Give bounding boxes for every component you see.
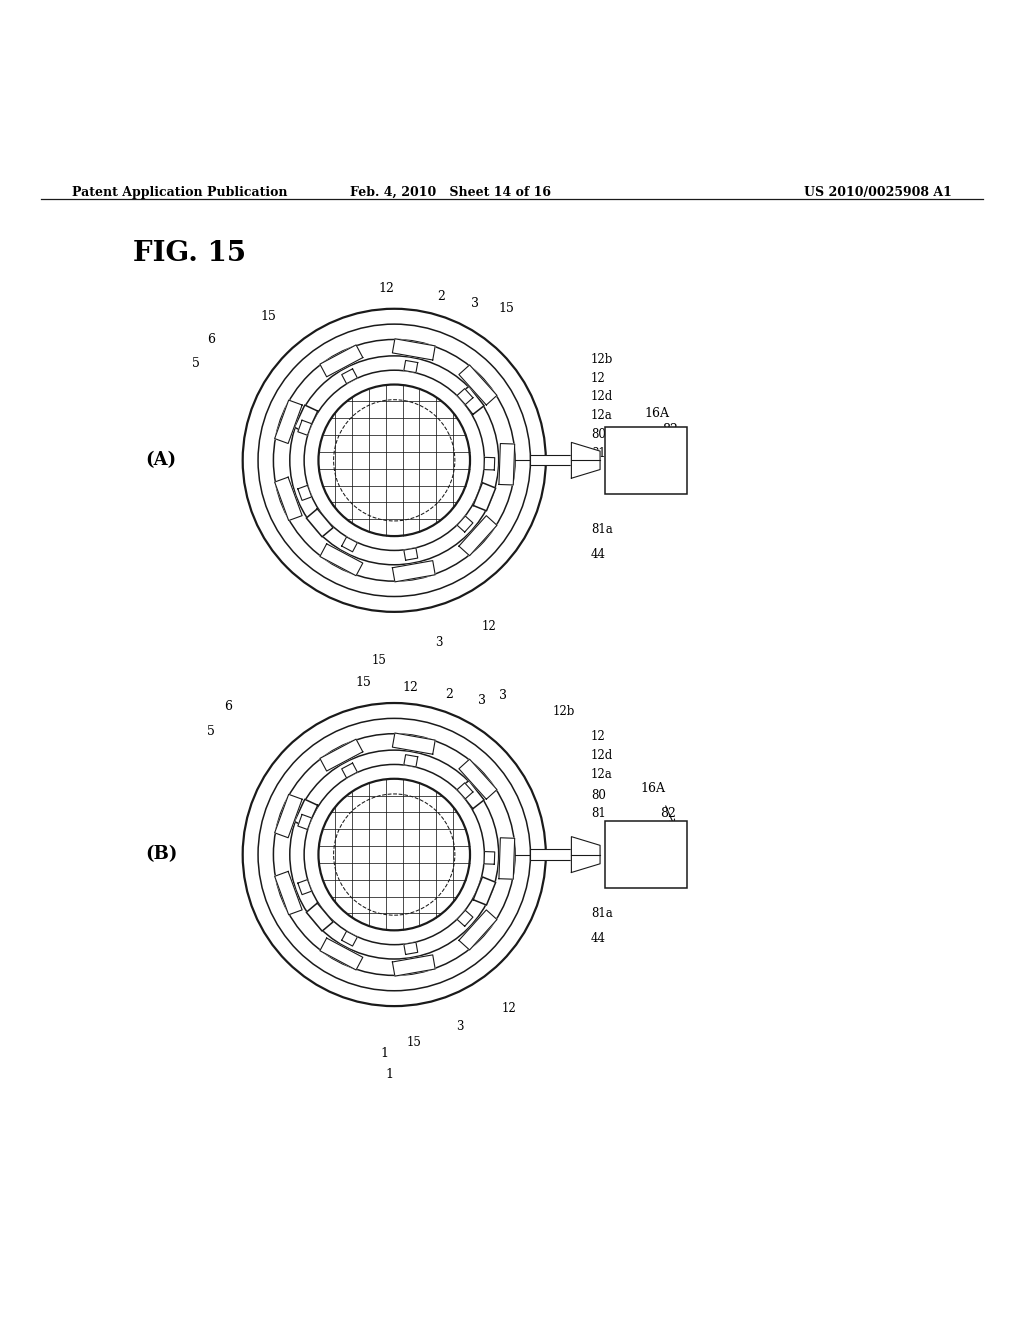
Text: 1: 1 — [380, 1047, 388, 1060]
Polygon shape — [499, 838, 515, 879]
Text: Feb. 4, 2010   Sheet 14 of 16: Feb. 4, 2010 Sheet 14 of 16 — [350, 186, 551, 199]
Bar — [530, 850, 571, 859]
Polygon shape — [342, 931, 357, 946]
Text: 6: 6 — [224, 700, 232, 713]
Polygon shape — [473, 876, 496, 906]
Polygon shape — [459, 516, 497, 556]
Text: 5: 5 — [207, 725, 215, 738]
Text: 5: 5 — [191, 356, 200, 370]
Polygon shape — [458, 780, 484, 809]
Polygon shape — [473, 483, 496, 511]
Polygon shape — [457, 516, 473, 532]
Polygon shape — [319, 739, 362, 771]
Bar — [605, 428, 687, 494]
Text: 12a: 12a — [591, 768, 612, 781]
Text: 15: 15 — [372, 653, 386, 667]
Polygon shape — [274, 795, 302, 838]
Text: 12: 12 — [502, 1002, 516, 1015]
Text: 12: 12 — [378, 281, 394, 294]
Text: 3: 3 — [435, 636, 442, 649]
Polygon shape — [457, 783, 473, 799]
Text: 15: 15 — [407, 1036, 422, 1049]
Text: 12d: 12d — [591, 391, 613, 404]
Text: 81a: 81a — [591, 907, 612, 920]
Polygon shape — [403, 755, 418, 767]
Text: 12b: 12b — [553, 705, 575, 718]
Polygon shape — [458, 387, 484, 414]
Polygon shape — [571, 442, 600, 478]
Polygon shape — [274, 400, 302, 444]
Text: 1: 1 — [385, 1068, 393, 1081]
Bar — [530, 455, 571, 466]
Polygon shape — [484, 457, 495, 470]
Text: 80: 80 — [591, 428, 606, 441]
Polygon shape — [392, 733, 435, 754]
Polygon shape — [403, 360, 418, 372]
Text: 15: 15 — [355, 676, 372, 689]
Text: 12: 12 — [402, 681, 419, 694]
Polygon shape — [298, 814, 311, 829]
Text: 81: 81 — [591, 807, 605, 820]
Polygon shape — [319, 345, 362, 376]
Polygon shape — [298, 879, 311, 895]
Text: 15: 15 — [499, 302, 515, 315]
Text: 2: 2 — [445, 688, 454, 701]
Text: US 2010/0025908 A1: US 2010/0025908 A1 — [805, 186, 952, 199]
Polygon shape — [319, 939, 362, 970]
Polygon shape — [459, 759, 497, 799]
Text: 12a: 12a — [591, 409, 612, 422]
Text: 2: 2 — [437, 290, 445, 304]
Polygon shape — [392, 954, 435, 975]
Polygon shape — [457, 911, 473, 927]
Text: (B): (B) — [145, 846, 178, 863]
Polygon shape — [392, 339, 435, 360]
Text: 15: 15 — [260, 310, 276, 323]
Polygon shape — [306, 903, 333, 931]
Polygon shape — [298, 486, 311, 500]
Polygon shape — [294, 405, 317, 433]
Text: 12: 12 — [481, 619, 496, 632]
Text: 3: 3 — [478, 694, 486, 708]
Polygon shape — [306, 508, 333, 537]
Text: 6: 6 — [207, 333, 215, 346]
Polygon shape — [403, 548, 418, 560]
Polygon shape — [342, 763, 357, 777]
Text: 12d: 12d — [591, 748, 613, 762]
Polygon shape — [342, 537, 357, 552]
Polygon shape — [403, 942, 418, 954]
Text: (A): (A) — [145, 451, 176, 470]
Text: 81a: 81a — [591, 524, 612, 536]
Polygon shape — [484, 851, 495, 865]
Polygon shape — [571, 837, 600, 873]
Text: 82: 82 — [663, 424, 679, 436]
Text: 3: 3 — [499, 689, 507, 702]
Polygon shape — [274, 871, 302, 915]
Text: 81: 81 — [591, 446, 605, 459]
Polygon shape — [459, 364, 497, 405]
Polygon shape — [459, 909, 497, 950]
Bar — [605, 821, 687, 888]
Text: 16A: 16A — [644, 407, 669, 420]
Text: 12b: 12b — [591, 354, 613, 367]
Text: 12: 12 — [591, 372, 605, 385]
Text: 3: 3 — [456, 1020, 463, 1034]
Polygon shape — [342, 368, 357, 384]
Text: 82: 82 — [660, 807, 677, 820]
Text: 3: 3 — [471, 297, 479, 310]
Text: 12: 12 — [591, 730, 605, 743]
Text: Patent Application Publication: Patent Application Publication — [72, 186, 287, 199]
Polygon shape — [319, 544, 362, 576]
Polygon shape — [392, 561, 435, 582]
Text: 44: 44 — [591, 932, 606, 945]
Text: FIG. 15: FIG. 15 — [133, 240, 246, 267]
Polygon shape — [298, 420, 311, 436]
Text: 16A: 16A — [640, 781, 665, 795]
Polygon shape — [457, 388, 473, 405]
Text: 44: 44 — [591, 548, 606, 561]
Text: 80: 80 — [591, 788, 606, 801]
Polygon shape — [294, 800, 317, 828]
Polygon shape — [499, 444, 515, 484]
Polygon shape — [274, 477, 302, 520]
